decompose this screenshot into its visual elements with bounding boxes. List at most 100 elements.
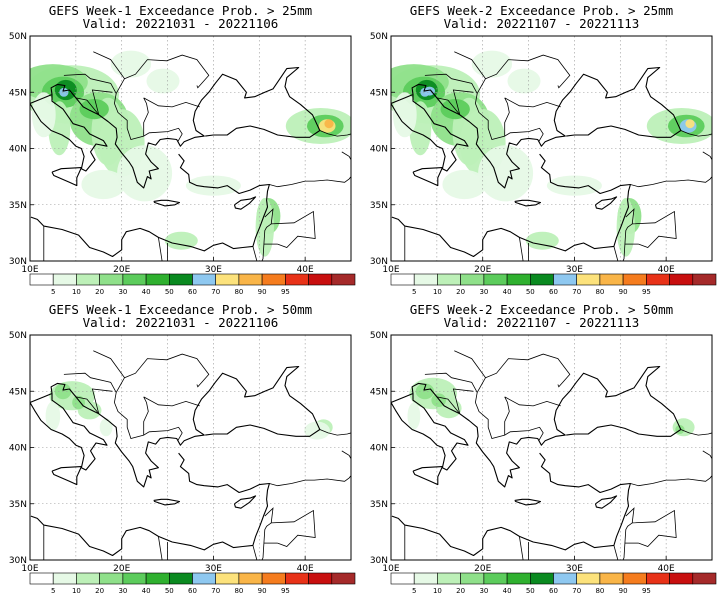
probability-area bbox=[110, 50, 152, 78]
coastline bbox=[391, 153, 631, 258]
country-border bbox=[261, 208, 274, 261]
coastline bbox=[566, 424, 682, 437]
coastline bbox=[51, 466, 82, 486]
latitude-label: 40N bbox=[9, 444, 27, 454]
colorbar-swatch bbox=[192, 572, 217, 585]
latitude-label: 50N bbox=[370, 331, 388, 341]
country-border bbox=[158, 237, 163, 261]
colorbar-label: 30 bbox=[479, 288, 488, 296]
colorbar-label: 5 bbox=[412, 288, 416, 296]
colorbar-label: 40 bbox=[503, 288, 512, 296]
latitude-label: 35N bbox=[9, 500, 27, 510]
latitude-label: 30N bbox=[9, 556, 27, 566]
coastline bbox=[51, 167, 82, 187]
country-border bbox=[143, 396, 149, 436]
panel-title: GEFS Week-2 Exceedance Prob. > 50mm bbox=[409, 302, 674, 317]
probability-area bbox=[546, 175, 602, 196]
country-border bbox=[504, 396, 510, 436]
colorbar-swatch bbox=[192, 273, 217, 286]
colorbar-swatch bbox=[52, 273, 77, 286]
longitude-label: 20E bbox=[113, 564, 130, 574]
colorbar-swatch bbox=[530, 572, 554, 585]
probability-area bbox=[407, 402, 421, 430]
colorbar-swatch bbox=[437, 273, 461, 286]
colorbar-swatch bbox=[122, 273, 147, 286]
coastline bbox=[258, 559, 260, 560]
colorbar-label: 80 bbox=[595, 288, 604, 296]
colorbar-swatch bbox=[331, 572, 356, 585]
colorbar-label: 30 bbox=[479, 587, 488, 595]
colorbar-label: 30 bbox=[118, 288, 127, 296]
longitude-label: 10E bbox=[382, 265, 399, 275]
country-border bbox=[504, 97, 561, 108]
latitude-label: 45N bbox=[370, 88, 388, 98]
probability-area bbox=[415, 383, 435, 400]
colorbar-swatch bbox=[506, 572, 531, 585]
colorbar-label: 10 bbox=[72, 288, 81, 296]
coastline bbox=[30, 94, 108, 172]
latitude-label: 30N bbox=[9, 257, 27, 267]
country-border bbox=[143, 97, 200, 108]
coastline bbox=[412, 466, 443, 486]
colorbar-swatch bbox=[553, 273, 578, 286]
colorbar-label: 50 bbox=[165, 587, 174, 595]
map-panel-week2-50mm: GEFS Week-2 Exceedance Prob. > 50mm Vali… bbox=[361, 299, 722, 598]
probability-area bbox=[185, 175, 241, 196]
country-border bbox=[613, 545, 619, 560]
colorbar-label: 50 bbox=[526, 288, 535, 296]
longitude-label: 10E bbox=[21, 265, 38, 275]
probability-area bbox=[471, 50, 513, 78]
coastline bbox=[153, 199, 181, 207]
country-border bbox=[485, 54, 571, 89]
colorbar-label: 70 bbox=[572, 288, 581, 296]
colorbar-swatch bbox=[692, 273, 717, 286]
coastline bbox=[258, 260, 260, 261]
colorbar-swatch bbox=[483, 273, 508, 286]
colorbar-swatch bbox=[530, 273, 554, 286]
colorbar-swatch bbox=[238, 273, 263, 286]
colorbar-swatch bbox=[390, 273, 415, 286]
colorbar-label: 70 bbox=[572, 587, 581, 595]
country-border bbox=[158, 536, 163, 560]
colorbar-swatch bbox=[76, 572, 100, 585]
coastline bbox=[30, 393, 108, 471]
panel-title: GEFS Week-1 Exceedance Prob. > 25mm bbox=[48, 3, 313, 18]
panel-title: GEFS Week-2 Exceedance Prob. > 25mm bbox=[409, 3, 674, 18]
colorbar-label: 70 bbox=[211, 288, 220, 296]
panel-valid-dates: Valid: 20221031 - 20221106 bbox=[82, 16, 279, 31]
country-border bbox=[271, 210, 316, 248]
coastline bbox=[391, 365, 682, 488]
panel-title: GEFS Week-1 Exceedance Prob. > 50mm bbox=[48, 302, 313, 317]
longitude-label: 20E bbox=[113, 265, 130, 275]
colorbar-label: 90 bbox=[619, 587, 628, 595]
coastline bbox=[153, 498, 181, 506]
colorbar-label: 90 bbox=[258, 288, 267, 296]
probability-area bbox=[164, 231, 198, 250]
coastline bbox=[233, 196, 257, 210]
colorbar-swatch bbox=[413, 273, 438, 286]
coastline bbox=[391, 393, 469, 471]
colorbar-label: 20 bbox=[456, 587, 465, 595]
coastline bbox=[30, 365, 321, 488]
coastline bbox=[594, 196, 618, 210]
colorbar-swatch bbox=[285, 273, 309, 286]
latitude-label: 50N bbox=[9, 331, 27, 341]
colorbar-label: 70 bbox=[211, 587, 220, 595]
latitude-label: 45N bbox=[9, 387, 27, 397]
colorbar-swatch bbox=[669, 273, 694, 286]
longitude-label: 10E bbox=[21, 564, 38, 574]
colorbar-label: 60 bbox=[549, 587, 558, 595]
colorbar-label: 95 bbox=[642, 288, 651, 296]
country-border bbox=[702, 450, 712, 459]
country-border bbox=[143, 396, 200, 407]
country-border bbox=[613, 246, 619, 261]
colorbar-swatch bbox=[308, 572, 333, 585]
country-border bbox=[436, 388, 474, 415]
longitude-label: 30E bbox=[566, 265, 583, 275]
country-border bbox=[75, 89, 113, 116]
colorbar-swatch bbox=[145, 273, 170, 286]
country-border bbox=[630, 176, 712, 188]
